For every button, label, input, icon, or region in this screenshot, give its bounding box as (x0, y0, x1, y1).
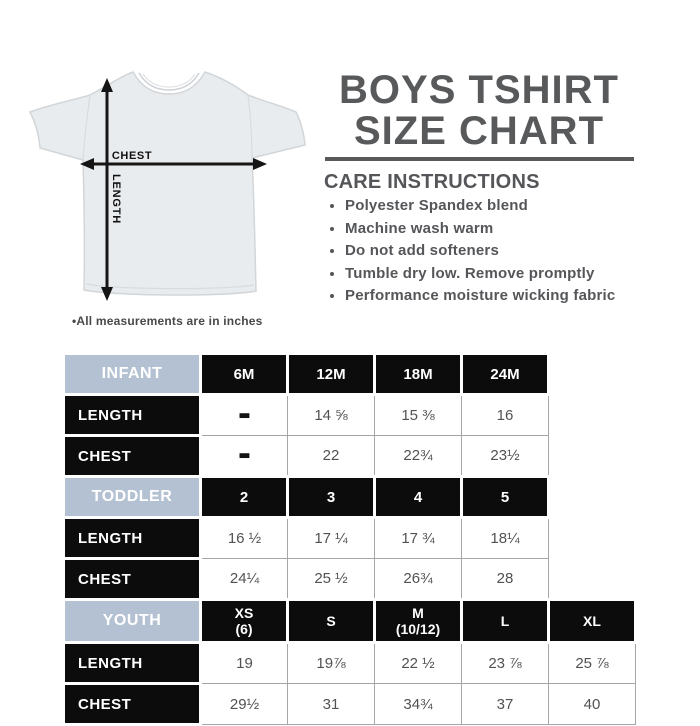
size-header: 18M (373, 352, 463, 396)
page-title: BOYS TSHIRT SIZE CHART (320, 70, 638, 152)
page-title-line1: BOYS TSHIRT (339, 68, 619, 112)
table-cell: 23½ (461, 435, 549, 477)
table-row: LENGTH 19 19⅞ 22 ½ 23 ⅞ 25 ⅞ (62, 641, 636, 685)
row-label-chest: CHEST (62, 557, 202, 601)
size-header: 4 (373, 475, 463, 519)
left-sleeve-seam (82, 94, 91, 161)
length-arrow-icon (101, 78, 113, 301)
care-instructions-heading: CARE INSTRUCTIONS (324, 171, 540, 193)
page-title-line2: SIZE CHART (354, 109, 604, 153)
table-cell: 22 (287, 435, 375, 477)
table-row: TODDLER 2 3 4 5 (62, 475, 636, 519)
table-cell: 19 (200, 642, 288, 684)
chest-label: CHEST (112, 150, 152, 162)
table-row: LENGTH ▬ 14 ⅝ 15 ⅜ 16 (62, 393, 636, 437)
table-row: INFANT 6M 12M 18M 24M (62, 352, 636, 396)
table-row: CHEST ▬ 22 22¾ 23½ (62, 434, 636, 478)
measurements-footnote: •All measurements are in inches (72, 314, 263, 328)
table-row: LENGTH 16 ½ 17 ¼ 17 ¾ 18¼ (62, 516, 636, 560)
empty-cell (549, 518, 636, 559)
chest-arrow-icon (80, 158, 267, 170)
size-header: 12M (286, 352, 376, 396)
table-cell: 28 (461, 558, 549, 600)
size-header: 5 (460, 475, 550, 519)
empty-cell (549, 477, 636, 518)
size-header: XS (6) (199, 598, 289, 644)
size-header: 2 (199, 475, 289, 519)
row-label-length: LENGTH (62, 393, 202, 437)
table-cell: 37 (461, 683, 549, 725)
length-label: LENGTH (110, 174, 122, 224)
empty-cell (549, 559, 636, 600)
right-sleeve-seam (247, 94, 253, 159)
size-header: 3 (286, 475, 376, 519)
title-divider (325, 157, 634, 161)
table-cell: 15 ⅜ (374, 394, 462, 436)
table-row: CHEST 29½ 31 34¾ 37 40 (62, 682, 636, 726)
table-cell: 25 ½ (287, 558, 375, 600)
table-cell: 18¼ (461, 517, 549, 559)
row-label-length: LENGTH (62, 641, 202, 685)
table-cell: 14 ⅝ (287, 394, 375, 436)
collar-line-icon (138, 72, 200, 91)
care-instructions-list: Polyester Spandex blend Machine wash war… (330, 198, 615, 311)
tshirt-shape (28, 71, 306, 296)
care-item: Tumble dry low. Remove promptly (345, 265, 615, 282)
table-cell: 23 ⅞ (461, 642, 549, 684)
table-cell: 16 (461, 394, 549, 436)
size-header: 6M (199, 352, 289, 396)
tshirt-diagram: CHEST LENGTH (28, 71, 306, 301)
table-cell: ▬ (200, 435, 288, 477)
care-item: Polyester Spandex blend (345, 198, 615, 214)
table-cell: 24¼ (200, 558, 288, 600)
size-header: XL (547, 598, 637, 644)
size-header: S (286, 598, 376, 644)
table-cell: 40 (548, 683, 636, 725)
table-cell: 22 ½ (374, 642, 462, 684)
table-cell: 25 ⅞ (548, 642, 636, 684)
table-cell: 16 ½ (200, 517, 288, 559)
table-row: YOUTH XS (6) S M (10/12) L XL (62, 598, 637, 644)
table-cell: 29½ (200, 683, 288, 725)
care-item: Machine wash warm (345, 220, 615, 237)
row-label-chest: CHEST (62, 434, 202, 478)
empty-cell (549, 436, 636, 477)
table-cell: 17 ¼ (287, 517, 375, 559)
table-cell: ▬ (200, 394, 288, 436)
row-label-length: LENGTH (62, 516, 202, 560)
section-header-toddler: TODDLER (62, 475, 202, 519)
care-item: Performance moisture wicking fabric (345, 288, 615, 304)
empty-cell (549, 395, 636, 436)
section-header-infant: INFANT (62, 352, 202, 396)
size-table: INFANT 6M 12M 18M 24M LENGTH ▬ 14 ⅝ 15 ⅜… (62, 352, 637, 726)
size-header: M (10/12) (373, 598, 463, 644)
table-cell: 19⅞ (287, 642, 375, 684)
table-row: CHEST 24¼ 25 ½ 26¾ 28 (62, 557, 636, 601)
table-cell: 22¾ (374, 435, 462, 477)
table-cell: 31 (287, 683, 375, 725)
hem-line (85, 283, 255, 290)
table-cell: 17 ¾ (374, 517, 462, 559)
size-header: 24M (460, 352, 550, 396)
table-cell: 26¾ (374, 558, 462, 600)
size-header: L (460, 598, 550, 644)
row-label-chest: CHEST (62, 682, 202, 726)
care-item: Do not add softeners (345, 243, 615, 259)
table-cell: 34¾ (374, 683, 462, 725)
collar-stitch-icon (142, 73, 196, 88)
section-header-youth: YOUTH (62, 598, 202, 644)
empty-cell (549, 354, 636, 395)
